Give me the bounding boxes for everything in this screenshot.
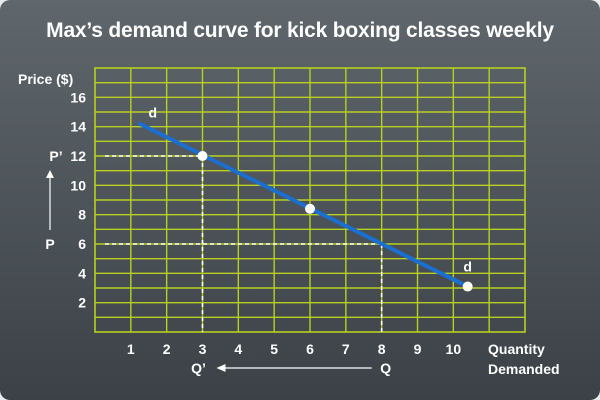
x-tick-label: 2 <box>163 341 171 357</box>
x-tick-label: 4 <box>234 341 242 357</box>
demand-line <box>137 121 470 289</box>
price-p-label: P <box>45 236 54 252</box>
demand-curve-label-end: d <box>463 259 472 275</box>
data-point <box>197 151 208 161</box>
y-tick-label: 12 <box>70 148 86 164</box>
grid-lines <box>95 68 525 332</box>
y-tick-label: 16 <box>70 89 86 105</box>
x-tick-label: 9 <box>414 341 422 357</box>
x-tick-label: 7 <box>342 341 350 357</box>
y-tick-label: 6 <box>78 236 86 252</box>
x-tick-label: 1 <box>127 341 135 357</box>
y-tick-label: 10 <box>70 177 86 193</box>
x-axis-label-line2: Demanded <box>488 361 560 377</box>
demand-curve-label-start: d <box>149 105 158 121</box>
y-tick-label: 8 <box>78 207 86 223</box>
price-arrow-head <box>46 170 54 178</box>
y-tick-label: 2 <box>78 295 86 311</box>
y-axis-label: Price ($) <box>18 71 73 87</box>
y-tick-label: 4 <box>78 265 86 281</box>
quantity-arrow-head <box>216 364 226 372</box>
x-tick-label: 8 <box>378 341 386 357</box>
quantity-q-prime-label: Q’ <box>191 360 206 376</box>
chart-title: Max’s demand curve for kick boxing class… <box>46 19 554 42</box>
x-tick-label: 10 <box>446 341 462 357</box>
quantity-q-label: Q <box>380 360 391 376</box>
x-tick-label: 3 <box>199 341 207 357</box>
x-tick-label: 5 <box>270 341 278 357</box>
x-tick-label: 6 <box>306 341 314 357</box>
data-point <box>305 203 315 214</box>
y-tick-label: 14 <box>70 119 86 135</box>
price-p-prime-label: P’ <box>49 148 62 164</box>
data-point <box>462 281 473 292</box>
x-axis-label-line1: Quantity <box>488 341 545 357</box>
